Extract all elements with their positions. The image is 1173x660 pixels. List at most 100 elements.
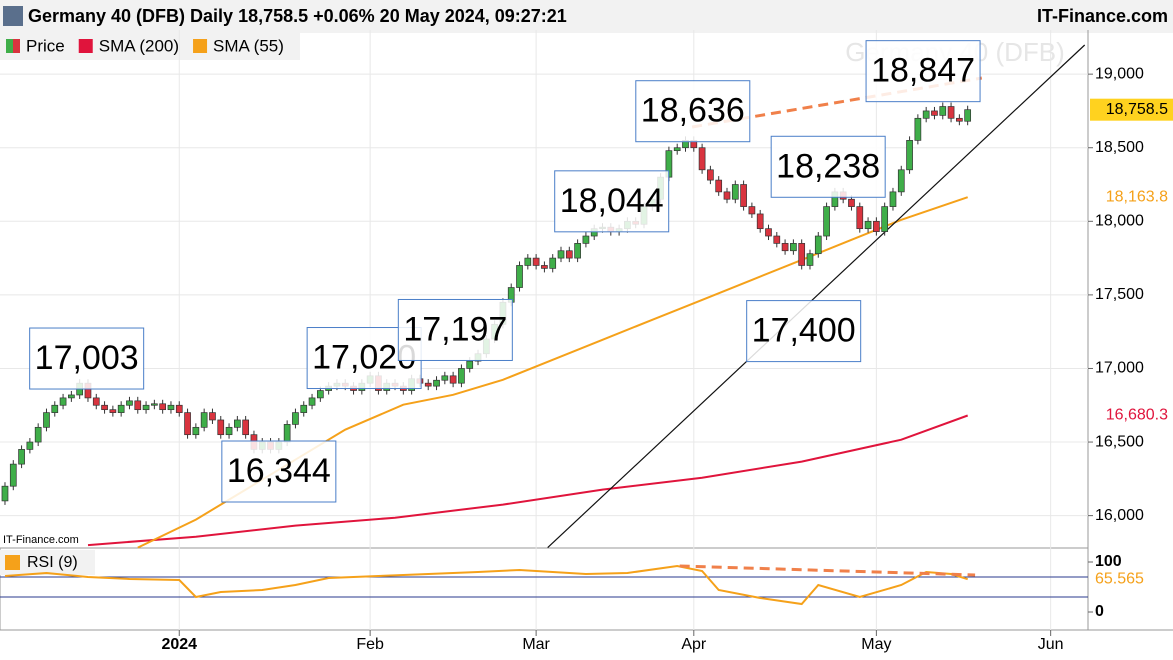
x-tick-label: Feb: [356, 636, 384, 653]
candle: [707, 169, 714, 181]
candle: [126, 400, 133, 406]
candle: [715, 179, 723, 193]
candle: [167, 404, 175, 411]
candle: [956, 117, 963, 122]
candle: [225, 426, 233, 436]
candle: [101, 404, 108, 411]
candle: [300, 404, 308, 413]
annotation-label: 16,344: [227, 452, 331, 490]
annotation-label: 18,044: [560, 182, 664, 220]
candle: [458, 368, 465, 384]
legend-swatch: [78, 39, 93, 53]
last-price-box: [1090, 98, 1173, 121]
rsi-name: RSI (9): [27, 554, 78, 571]
annotation-label: 18,238: [776, 147, 880, 185]
legend-label: SMA (55): [213, 36, 284, 55]
candle: [964, 109, 972, 122]
candle: [184, 412, 191, 436]
candle: [175, 404, 183, 413]
candle: [756, 213, 764, 230]
annotation-box: [554, 170, 670, 233]
candle: [532, 257, 540, 266]
x-tick-label: Apr: [681, 636, 707, 653]
annotation-label: 18,847: [871, 52, 975, 90]
candle: [698, 147, 706, 171]
y-tick-label: 17,500: [1095, 286, 1144, 303]
candle: [881, 206, 889, 232]
rsi-tick-label: 0: [1095, 603, 1104, 620]
candle: [565, 250, 573, 259]
candle: [1, 485, 9, 502]
x-tick-label: May: [861, 636, 891, 653]
last-value-box: [1090, 187, 1173, 208]
candle: [524, 257, 532, 266]
candle: [516, 265, 523, 288]
candle: [466, 360, 474, 369]
sma-line: [87, 414, 969, 547]
rsi-tick-label: 100: [1095, 553, 1122, 570]
candle: [806, 253, 814, 266]
candle: [931, 110, 938, 116]
candle: [773, 235, 781, 244]
candle: [151, 403, 158, 406]
candle: [433, 379, 440, 387]
candle: [906, 140, 913, 171]
candle: [200, 412, 208, 428]
candle: [582, 235, 590, 244]
candle: [424, 382, 432, 387]
candle: [790, 243, 797, 252]
candle: [142, 404, 150, 411]
rsi-last-label: 65.565: [1095, 570, 1144, 587]
candle: [873, 220, 880, 232]
y-tick-label: 19,000: [1095, 65, 1144, 82]
candle: [541, 265, 548, 269]
candle: [823, 206, 830, 237]
annotation-box: [770, 135, 886, 198]
annotation-label: 17,003: [35, 339, 139, 377]
rsi-line: [4, 564, 968, 606]
x-tick-label: Jun: [1038, 636, 1064, 653]
candle: [26, 441, 34, 450]
candle: [781, 243, 789, 252]
candle: [159, 403, 167, 411]
y-tick-label: 16,000: [1095, 507, 1144, 524]
legend: [0, 33, 300, 60]
last-value-label: 18,163.8: [1106, 188, 1168, 205]
candle: [889, 191, 897, 207]
header-bar: [0, 0, 1173, 33]
candle: [308, 397, 316, 406]
candle: [9, 463, 17, 487]
candle: [134, 400, 142, 411]
candle: [798, 243, 806, 266]
candle: [848, 198, 855, 207]
candle: [292, 412, 299, 425]
x-tick-label: 2024: [161, 636, 197, 653]
annotation-label: 17,400: [752, 312, 856, 350]
rsi-swatch: [5, 555, 20, 570]
candle: [549, 257, 557, 269]
annotation-box: [397, 298, 513, 361]
chart-title: Germany 40 (DFB) Daily 18,758.5 +0.06% 2…: [28, 6, 567, 26]
candle: [441, 375, 449, 381]
candle: [217, 419, 225, 436]
x-tick-label: Mar: [522, 636, 550, 653]
candle: [922, 110, 930, 119]
candle: [723, 191, 731, 200]
candle: [856, 206, 864, 230]
candle: [765, 228, 772, 237]
brand: IT-Finance.com: [1037, 6, 1168, 26]
y-tick-label: 17,000: [1095, 360, 1144, 377]
candle: [449, 375, 457, 384]
candle: [557, 250, 565, 259]
last-value-box: [1090, 405, 1173, 426]
legend-label: Price: [26, 36, 65, 55]
candle: [574, 243, 581, 259]
candle: [68, 394, 75, 399]
annotation-box: [29, 327, 145, 390]
annotation-box: [865, 40, 981, 103]
trendline: [547, 44, 1086, 549]
candle: [914, 117, 922, 141]
y-tick-label: 18,000: [1095, 213, 1144, 230]
annotation-label: 17,197: [403, 310, 507, 348]
